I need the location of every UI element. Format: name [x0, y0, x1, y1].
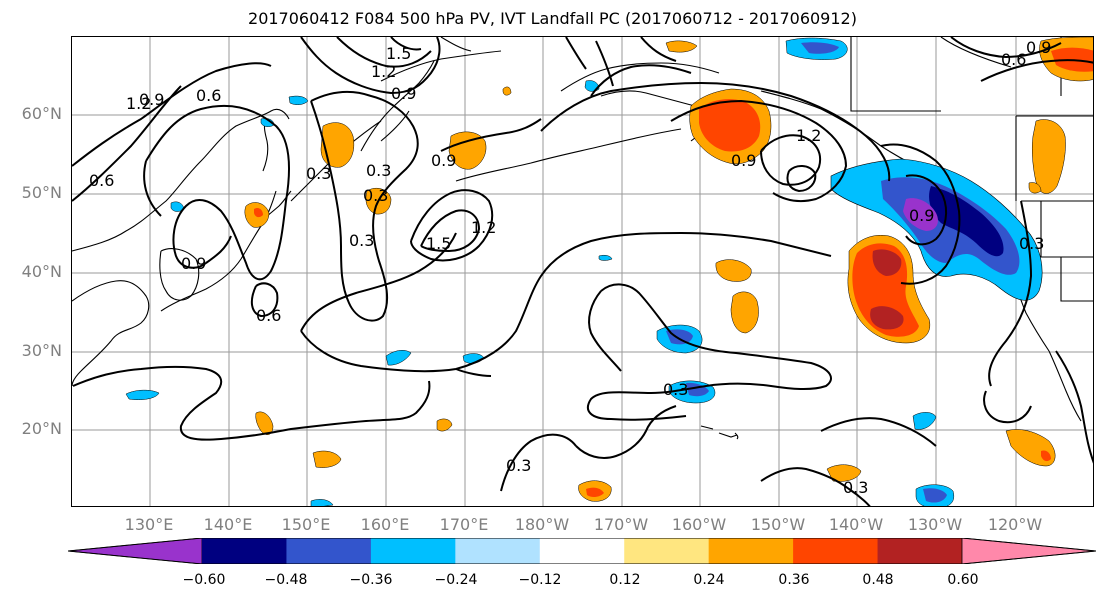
- lat-label-30n: 30°N: [21, 341, 62, 360]
- gridlines: [72, 37, 1093, 506]
- pv-contours: [72, 37, 1093, 506]
- contour-label: 0.9: [391, 84, 416, 103]
- contour-label: 1.2: [471, 218, 496, 237]
- colorbar-tick: −0.24: [434, 572, 478, 588]
- colorbar-tick: −0.12: [518, 572, 562, 588]
- colorbar-segment: [370, 538, 456, 564]
- colorbar-tick: −0.36: [349, 572, 393, 588]
- colorbar-segment: [793, 538, 879, 564]
- map-title: 2017060412 F084 500 hPa PV, IVT Landfall…: [248, 9, 857, 28]
- contour-label: 1.5: [386, 44, 411, 63]
- contour-label: 0.9: [181, 254, 206, 273]
- contour-label: 1.5: [426, 234, 451, 253]
- contour-label: 1.2: [796, 126, 821, 145]
- lon-label-170w: 170°W: [593, 515, 649, 534]
- colorbar-tick: −0.60: [182, 572, 226, 588]
- contour-label: 0.3: [363, 186, 388, 205]
- contour-label: 0.6: [1001, 50, 1026, 69]
- contour-label: 0.9: [139, 90, 164, 109]
- contour-label: 0.3: [843, 478, 868, 497]
- lon-label-180w: 180°W: [514, 515, 570, 534]
- colorbar-segment: [455, 538, 541, 564]
- colorbar-segment: [708, 538, 794, 564]
- contour-label: 0.3: [1019, 234, 1044, 253]
- contour-label: 0.6: [256, 306, 281, 325]
- contour-labels: 1.5 1.2 0.9 0.6 0.3 1.2 0.9 0.6 1.5 1.2 …: [89, 38, 1051, 497]
- lat-label-60n: 60°N: [21, 104, 62, 123]
- map-svg: 1.5 1.2 0.9 0.6 0.3 1.2 0.9 0.6 1.5 1.2 …: [72, 37, 1093, 506]
- contour-label: 1.2: [371, 62, 396, 81]
- contour-label: 0.9: [909, 206, 934, 225]
- lon-label-140w: 140°W: [828, 515, 884, 534]
- lon-label-130e: 130°E: [124, 515, 174, 534]
- lon-label-140e: 140°E: [203, 515, 253, 534]
- contour-label: 0.9: [731, 151, 756, 170]
- colorbar-extend-max: [961, 537, 1097, 565]
- contour-label: 0.9: [1026, 38, 1051, 57]
- lon-label-160w: 160°W: [671, 515, 727, 534]
- positive-anomaly-shading: [244, 37, 1093, 502]
- lon-label-120w: 120°W: [987, 515, 1043, 534]
- colorbar-tick: −0.48: [264, 572, 308, 588]
- colorbar-segment: [286, 538, 372, 564]
- negative-anomaly-shading: [125, 37, 1043, 506]
- contour-label: 0.3: [366, 161, 391, 180]
- lon-label-150e: 150°E: [281, 515, 331, 534]
- lat-label-20n: 20°N: [21, 419, 62, 438]
- contour-label: 0.3: [306, 164, 331, 183]
- contour-label: 0.6: [196, 86, 221, 105]
- colorbar: [67, 537, 1097, 565]
- colorbar-tick: 0.48: [862, 572, 894, 588]
- colorbar-segment: [624, 538, 710, 564]
- lat-label-50n: 50°N: [21, 183, 62, 202]
- contour-label: 1.2: [126, 94, 151, 113]
- colorbar-segments: [67, 537, 1097, 565]
- contour-label: 0.3: [506, 456, 531, 475]
- colorbar-tick: 0.12: [609, 572, 641, 588]
- colorbar-svg: [67, 537, 1097, 565]
- contour-label: 0.3: [663, 380, 688, 399]
- colorbar-segment: [539, 538, 625, 564]
- lon-label-170e: 170°E: [439, 515, 489, 534]
- lon-label-160e: 160°E: [360, 515, 410, 534]
- contour-label: 0.6: [89, 171, 114, 190]
- lat-label-40n: 40°N: [21, 262, 62, 281]
- colorbar-tick: 0.24: [693, 572, 725, 588]
- contour-label: 0.3: [349, 231, 374, 250]
- map-panel: 1.5 1.2 0.9 0.6 0.3 1.2 0.9 0.6 1.5 1.2 …: [71, 36, 1094, 507]
- colorbar-segment: [202, 538, 287, 564]
- contour-label: 0.9: [431, 151, 456, 170]
- colorbar-segment: [877, 538, 963, 564]
- lon-label-150w: 150°W: [750, 515, 806, 534]
- lon-label-130w: 130°W: [907, 515, 963, 534]
- colorbar-tick: 0.60: [947, 572, 979, 588]
- colorbar-extend-min: [67, 537, 203, 565]
- colorbar-tick: 0.36: [778, 572, 810, 588]
